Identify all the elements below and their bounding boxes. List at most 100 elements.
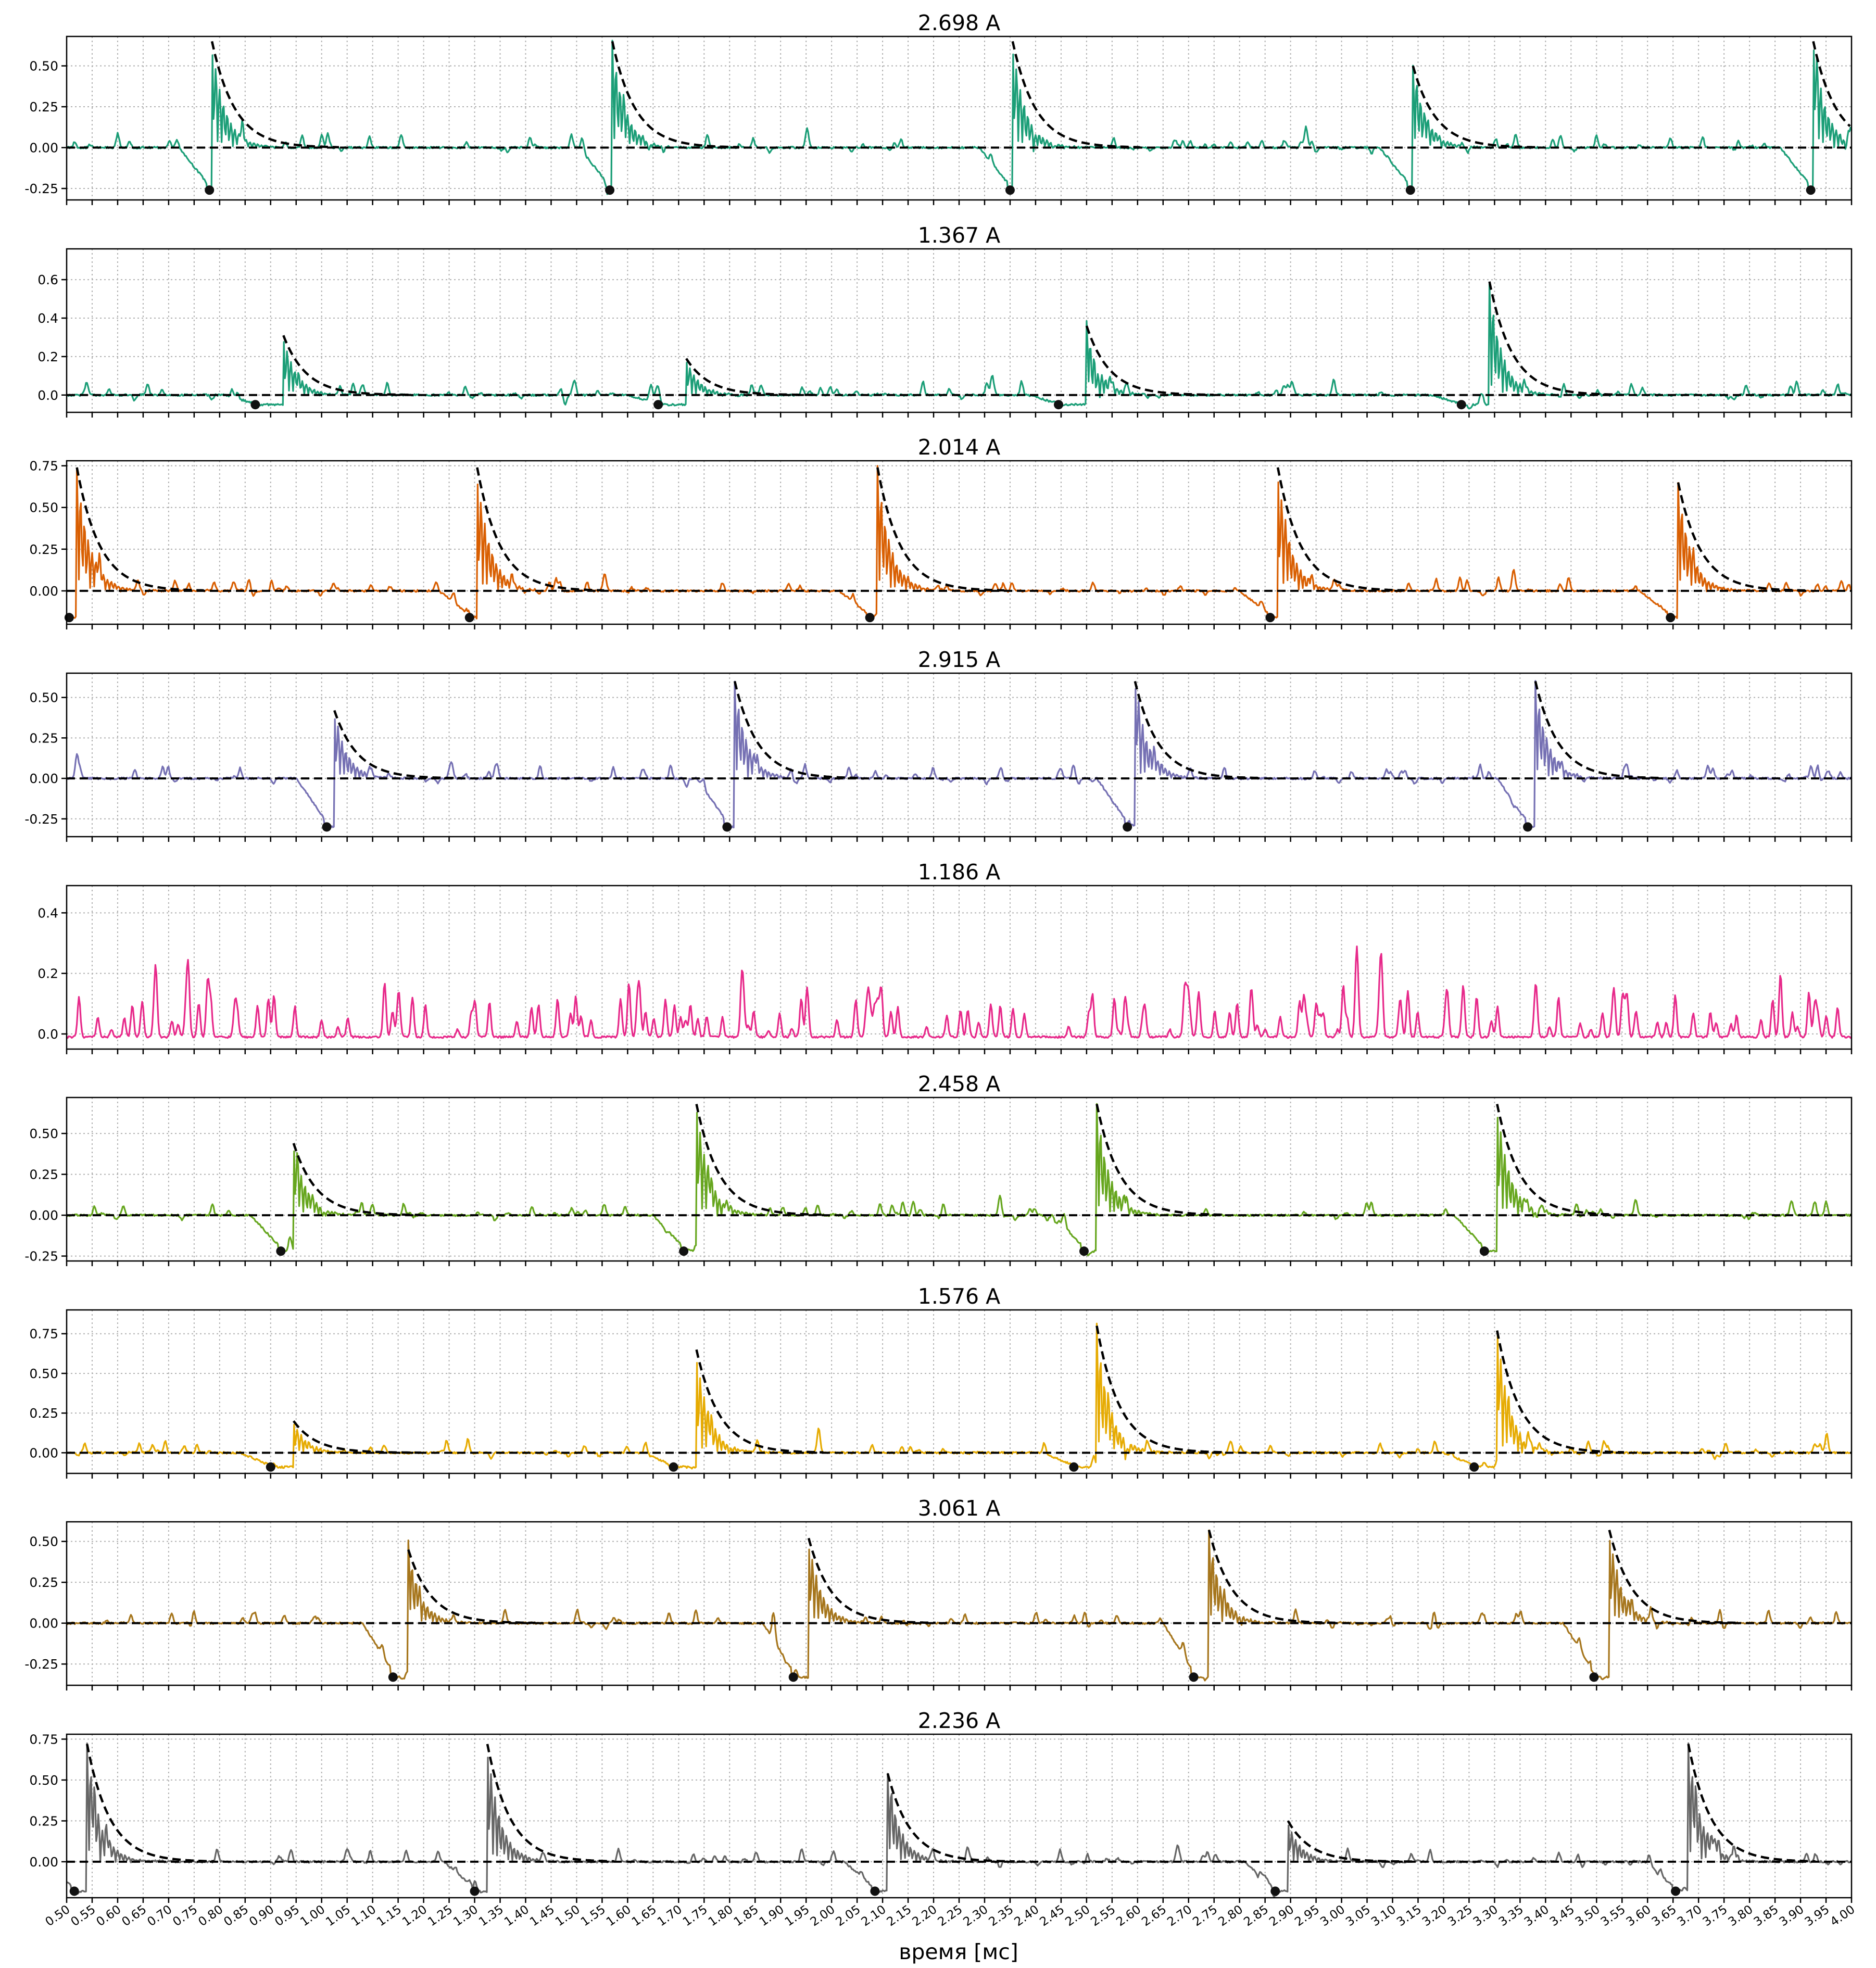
- x-tick-label: 3.45: [1547, 1903, 1577, 1929]
- x-tick-label: 2.25: [936, 1903, 965, 1929]
- y-tick-label: -0.25: [24, 1657, 58, 1672]
- x-tick-label: 1.30: [451, 1903, 481, 1929]
- y-tick-label: 0.50: [29, 1773, 58, 1788]
- y-tick-label: 0.0: [37, 388, 58, 403]
- y-tick-label: 0.00: [29, 771, 58, 786]
- fit-curve: [1496, 1330, 1625, 1454]
- grid: [66, 1097, 1852, 1261]
- dip-marker: [1123, 822, 1132, 832]
- x-tick-label: 3.95: [1803, 1903, 1832, 1929]
- x-tick-label: 2.95: [1292, 1903, 1322, 1929]
- x-tick-label: 0.85: [221, 1903, 251, 1929]
- axes-frame: [66, 672, 1853, 838]
- x-tick-label: 1.85: [732, 1903, 761, 1929]
- dip-marker: [1523, 822, 1533, 832]
- y-tick-label: 0.00: [29, 1208, 58, 1223]
- panel-5: 1.186 A 0.0 0.2 0.4: [37, 860, 1853, 1054]
- panel-title: 2.698 A: [918, 10, 1000, 35]
- dip-marker: [1589, 1672, 1599, 1682]
- fit-curve: [1812, 41, 1851, 127]
- dip-marker: [1189, 1672, 1199, 1682]
- x-tick-label: 1.55: [578, 1903, 608, 1929]
- dip-marker: [1053, 400, 1063, 410]
- fit-curve: [85, 1744, 215, 1863]
- x-tick-label: 1.60: [604, 1903, 634, 1929]
- dip-marker: [1666, 613, 1676, 623]
- dip-marker: [679, 1246, 689, 1256]
- fit-curve: [292, 1143, 421, 1216]
- x-tick-label: 3.70: [1675, 1903, 1705, 1929]
- y-tick-label: 0.75: [29, 1327, 58, 1342]
- y-tick-label: 0.50: [29, 500, 58, 515]
- fit-curve: [333, 710, 462, 779]
- x-tick-label: 2.60: [1114, 1903, 1143, 1929]
- fit-curve: [1096, 1326, 1224, 1454]
- axes-frame: [66, 1521, 1853, 1686]
- dip-marker: [205, 185, 215, 195]
- x-tick-label: 1.75: [681, 1903, 710, 1929]
- grid: [66, 886, 1852, 1049]
- fit-curve: [685, 358, 813, 396]
- fit-curve: [611, 41, 739, 148]
- x-tick-label: 1.20: [400, 1903, 430, 1929]
- grid: [66, 1522, 1852, 1685]
- x-tick-label: 0.75: [170, 1903, 200, 1929]
- x-tick-label: 1.10: [349, 1903, 379, 1929]
- x-tick-label: 3.75: [1701, 1903, 1730, 1929]
- dip-marker: [250, 400, 260, 410]
- signal-trace: [66, 945, 1853, 1039]
- x-tick-label: 2.75: [1190, 1903, 1220, 1929]
- dip-marker: [1069, 1462, 1079, 1472]
- x-tick-label: 3.00: [1318, 1903, 1348, 1929]
- panel-title: 1.186 A: [918, 860, 1000, 885]
- fit-curve: [282, 335, 411, 396]
- panel-7: 1.576 A 0.00 0.25 0.50 0.75: [29, 1284, 1853, 1479]
- fit-curve: [1534, 680, 1663, 779]
- x-tick-label: 1.45: [527, 1903, 557, 1929]
- y-tick-label: 0.50: [29, 690, 58, 705]
- fit-curve: [1488, 281, 1617, 396]
- y-tick-label: 0.00: [29, 141, 58, 156]
- x-tick-label: 3.60: [1624, 1903, 1654, 1929]
- y-tick-label: 0.00: [29, 1445, 58, 1460]
- x-tick-label: 3.85: [1752, 1903, 1781, 1929]
- x-tick-label: 2.85: [1241, 1903, 1271, 1929]
- y-tick-label: 0.00: [29, 1616, 58, 1631]
- fit-curve: [293, 1420, 421, 1454]
- x-tick-label: 0.65: [119, 1903, 149, 1929]
- fit-curve: [476, 467, 605, 592]
- x-tick-label: 0.95: [272, 1903, 302, 1929]
- panel-title: 2.236 A: [918, 1708, 1000, 1733]
- x-tick-label: 3.15: [1394, 1903, 1424, 1929]
- x-tick-label: 3.50: [1573, 1903, 1603, 1929]
- dip-marker: [322, 822, 332, 832]
- y-tick-label: 0.00: [29, 584, 58, 599]
- dip-marker: [1469, 1462, 1479, 1472]
- y-tick-label: 0.4: [37, 311, 58, 326]
- dip-marker: [470, 1886, 480, 1896]
- x-tick-label: 3.25: [1445, 1903, 1475, 1929]
- x-tick-label: 3.10: [1369, 1903, 1399, 1929]
- panel-3: 2.014 A 0.00 0.25 0.50 0.75: [29, 435, 1853, 629]
- x-tick-label: 0.70: [145, 1903, 174, 1929]
- x-tick-label: 2.55: [1088, 1903, 1118, 1929]
- y-tick-label: -0.25: [24, 181, 58, 196]
- fit-curve: [1496, 1104, 1625, 1216]
- grid: [66, 461, 1852, 624]
- dip-marker: [69, 1886, 79, 1896]
- x-tick-label: 2.35: [987, 1903, 1016, 1929]
- y-tick-label: 0.25: [29, 1167, 58, 1182]
- grid: [66, 249, 1852, 412]
- x-tick-label: 1.40: [502, 1903, 532, 1929]
- y-tick-label: 0.4: [37, 905, 58, 920]
- y-tick-label: 0.6: [37, 272, 58, 287]
- fit-curve: [75, 467, 204, 592]
- y-tick-label: 0.2: [37, 349, 58, 364]
- x-tick-label: 1.25: [425, 1903, 455, 1929]
- panel-1: 2.698 A -0.25 0.00 0.25 0.50: [24, 10, 1853, 205]
- axes-frame: [66, 1096, 1853, 1262]
- panel-title: 1.367 A: [918, 223, 1000, 248]
- panel-9: 2.236 A0.000.250.500.750.500.550.600.650…: [29, 1708, 1857, 1929]
- y-tick-label: 0.2: [37, 966, 58, 981]
